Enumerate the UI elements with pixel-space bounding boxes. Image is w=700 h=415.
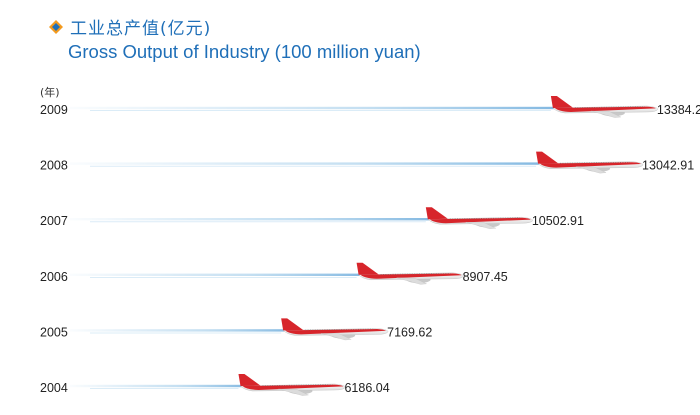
trail-bar	[70, 273, 371, 276]
trail-shadow	[90, 165, 537, 167]
trail-bar	[70, 384, 253, 388]
year-tick-label: 2007	[40, 214, 68, 228]
chart-title-chinese: 工业总产值(亿元)	[70, 19, 212, 39]
chart-row-2009: 2009 13384.25	[40, 96, 700, 118]
airplane-marker	[425, 207, 534, 229]
value-label: 7169.62	[387, 325, 432, 339]
chart-row-2008: 2008 13042.91	[40, 151, 694, 174]
chart-title-english: Gross Output of Industry (100 million yu…	[68, 41, 421, 62]
chart-row-2005: 2005 7169.62	[40, 318, 432, 341]
plane-windows	[262, 384, 333, 386]
title-row: 工业总产值(亿元)	[48, 14, 421, 39]
trail-shadow	[90, 332, 282, 334]
plane-stripe	[429, 217, 531, 224]
trail-bar	[70, 218, 440, 221]
plane-windows	[574, 106, 645, 108]
airplane-marker	[536, 151, 644, 174]
plane-windows	[560, 161, 631, 164]
plane-wing	[396, 277, 428, 285]
plane-stripe	[285, 329, 387, 335]
value-label: 10502.91	[532, 214, 584, 228]
plane-wing	[465, 222, 497, 229]
plane-stripe	[242, 384, 344, 390]
plane-stripe	[360, 273, 462, 279]
plane-tail-fin	[550, 96, 573, 108]
value-label: 13384.25	[657, 103, 700, 117]
value-label: 6186.04	[344, 381, 389, 395]
year-tick-label: 2004	[40, 381, 68, 395]
chart-row-2007: 2007 10502.91	[40, 207, 584, 229]
trail-shadow	[90, 110, 551, 111]
plane-wing	[321, 333, 352, 341]
year-axis-unit-label: (年)	[40, 86, 60, 99]
chart-row-2006: 2006 8907.45	[40, 262, 508, 285]
year-tick-label: 2006	[40, 270, 68, 284]
airplane-marker	[356, 262, 464, 285]
plane-stripe	[540, 162, 642, 168]
trail-shadow	[90, 221, 426, 223]
plane-windows	[449, 217, 520, 220]
plane-wing	[590, 110, 622, 118]
year-tick-label: 2008	[40, 159, 68, 173]
trail-bar	[70, 106, 565, 110]
airplane-marker	[281, 318, 389, 341]
plane-wing	[576, 166, 607, 174]
value-label: 8907.45	[463, 270, 508, 284]
plane-tail-fin	[536, 151, 559, 164]
year-tick-label: 2005	[40, 325, 68, 339]
plane-tail-fin	[281, 318, 304, 331]
plane-tail-fin	[238, 374, 261, 386]
plane-tail-fin	[425, 207, 448, 220]
chart-header: 工业总产值(亿元) Gross Output of Industry (100 …	[48, 14, 421, 63]
plane-stripe	[554, 106, 656, 112]
trail-shadow	[90, 277, 357, 278]
trail-shadow	[90, 388, 239, 389]
airplane-marker	[238, 374, 346, 396]
chart-row-2004: 2004 6186.04	[40, 374, 390, 396]
plane-windows	[305, 328, 376, 331]
plane-tail-fin	[356, 262, 379, 275]
plane-windows	[380, 273, 451, 275]
trail-bar	[70, 329, 296, 332]
airplane-marker	[550, 96, 659, 118]
plane-wing	[278, 388, 310, 396]
value-label: 13042.91	[642, 159, 694, 173]
year-tick-label: 2009	[40, 103, 68, 117]
diamond-bullet-icon	[49, 19, 63, 34]
trail-bar	[70, 162, 551, 165]
